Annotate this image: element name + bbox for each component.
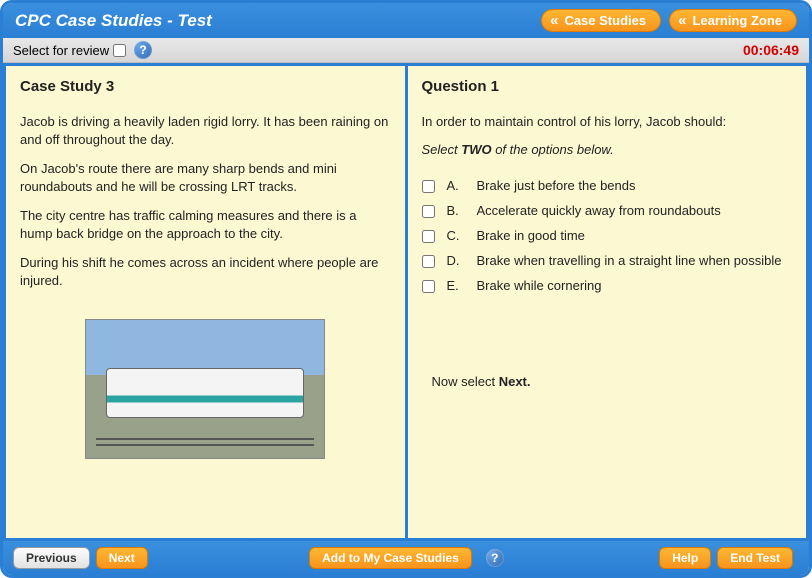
- end-test-button[interactable]: End Test: [717, 547, 793, 569]
- case-heading: Case Study 3: [20, 78, 391, 95]
- option-letter: A.: [447, 178, 465, 193]
- app-frame: CPC Case Studies - Test « Case Studies «…: [0, 0, 812, 578]
- nav-learning-zone[interactable]: « Learning Zone: [669, 9, 797, 32]
- chevron-left-icon: «: [678, 12, 682, 29]
- nav-label: Case Studies: [564, 13, 646, 28]
- option-b[interactable]: B. Accelerate quickly away from roundabo…: [422, 203, 793, 218]
- option-checkbox[interactable]: [422, 280, 435, 293]
- content-area: Case Study 3 Jacob is driving a heavily …: [3, 63, 809, 541]
- app-title: CPC Case Studies - Test: [15, 11, 212, 31]
- case-paragraph: Jacob is driving a heavily laden rigid l…: [20, 113, 391, 148]
- option-letter: B.: [447, 203, 465, 218]
- question-instruction: Select TWO of the options below.: [422, 141, 793, 159]
- option-checkbox[interactable]: [422, 255, 435, 268]
- now-select: Now select Next.: [432, 373, 793, 391]
- option-e[interactable]: E. Brake while cornering: [422, 278, 793, 293]
- question-heading: Question 1: [422, 78, 793, 95]
- chevron-left-icon: «: [550, 12, 554, 29]
- add-to-my-case-studies-button[interactable]: Add to My Case Studies: [309, 547, 472, 569]
- option-letter: D.: [447, 253, 465, 268]
- next-button[interactable]: Next: [96, 547, 148, 569]
- option-letter: E.: [447, 278, 465, 293]
- timer: 00:06:49: [743, 42, 799, 58]
- case-image: [85, 319, 325, 459]
- nav-label: Learning Zone: [692, 13, 782, 28]
- question-prompt: In order to maintain control of his lorr…: [422, 113, 793, 131]
- footer-bar: Previous Next Add to My Case Studies ? H…: [3, 541, 809, 575]
- option-checkbox[interactable]: [422, 230, 435, 243]
- option-c[interactable]: C. Brake in good time: [422, 228, 793, 243]
- case-panel: Case Study 3 Jacob is driving a heavily …: [5, 65, 407, 539]
- help-button[interactable]: Help: [659, 547, 711, 569]
- help-icon[interactable]: ?: [134, 41, 152, 59]
- help-icon[interactable]: ?: [486, 549, 504, 567]
- nav-case-studies[interactable]: « Case Studies: [541, 9, 661, 32]
- option-text: Brake when travelling in a straight line…: [477, 253, 793, 268]
- option-text: Accelerate quickly away from roundabouts: [477, 203, 793, 218]
- title-bar: CPC Case Studies - Test « Case Studies «…: [3, 3, 809, 38]
- option-checkbox[interactable]: [422, 180, 435, 193]
- case-paragraph: The city centre has traffic calming meas…: [20, 207, 391, 242]
- option-d[interactable]: D. Brake when travelling in a straight l…: [422, 253, 793, 268]
- review-checkbox[interactable]: [113, 44, 126, 57]
- option-text: Brake while cornering: [477, 278, 793, 293]
- case-paragraph: During his shift he comes across an inci…: [20, 254, 391, 289]
- previous-button[interactable]: Previous: [13, 547, 90, 569]
- option-checkbox[interactable]: [422, 205, 435, 218]
- question-panel: Question 1 In order to maintain control …: [407, 65, 808, 539]
- option-letter: C.: [447, 228, 465, 243]
- review-label: Select for review: [13, 43, 109, 58]
- option-a[interactable]: A. Brake just before the bends: [422, 178, 793, 193]
- option-text: Brake just before the bends: [477, 178, 793, 193]
- footer-center: Add to My Case Studies ?: [309, 547, 504, 569]
- option-text: Brake in good time: [477, 228, 793, 243]
- review-bar: Select for review ? 00:06:49: [3, 38, 809, 63]
- options-list: A. Brake just before the bends B. Accele…: [422, 178, 793, 293]
- case-paragraph: On Jacob's route there are many sharp be…: [20, 160, 391, 195]
